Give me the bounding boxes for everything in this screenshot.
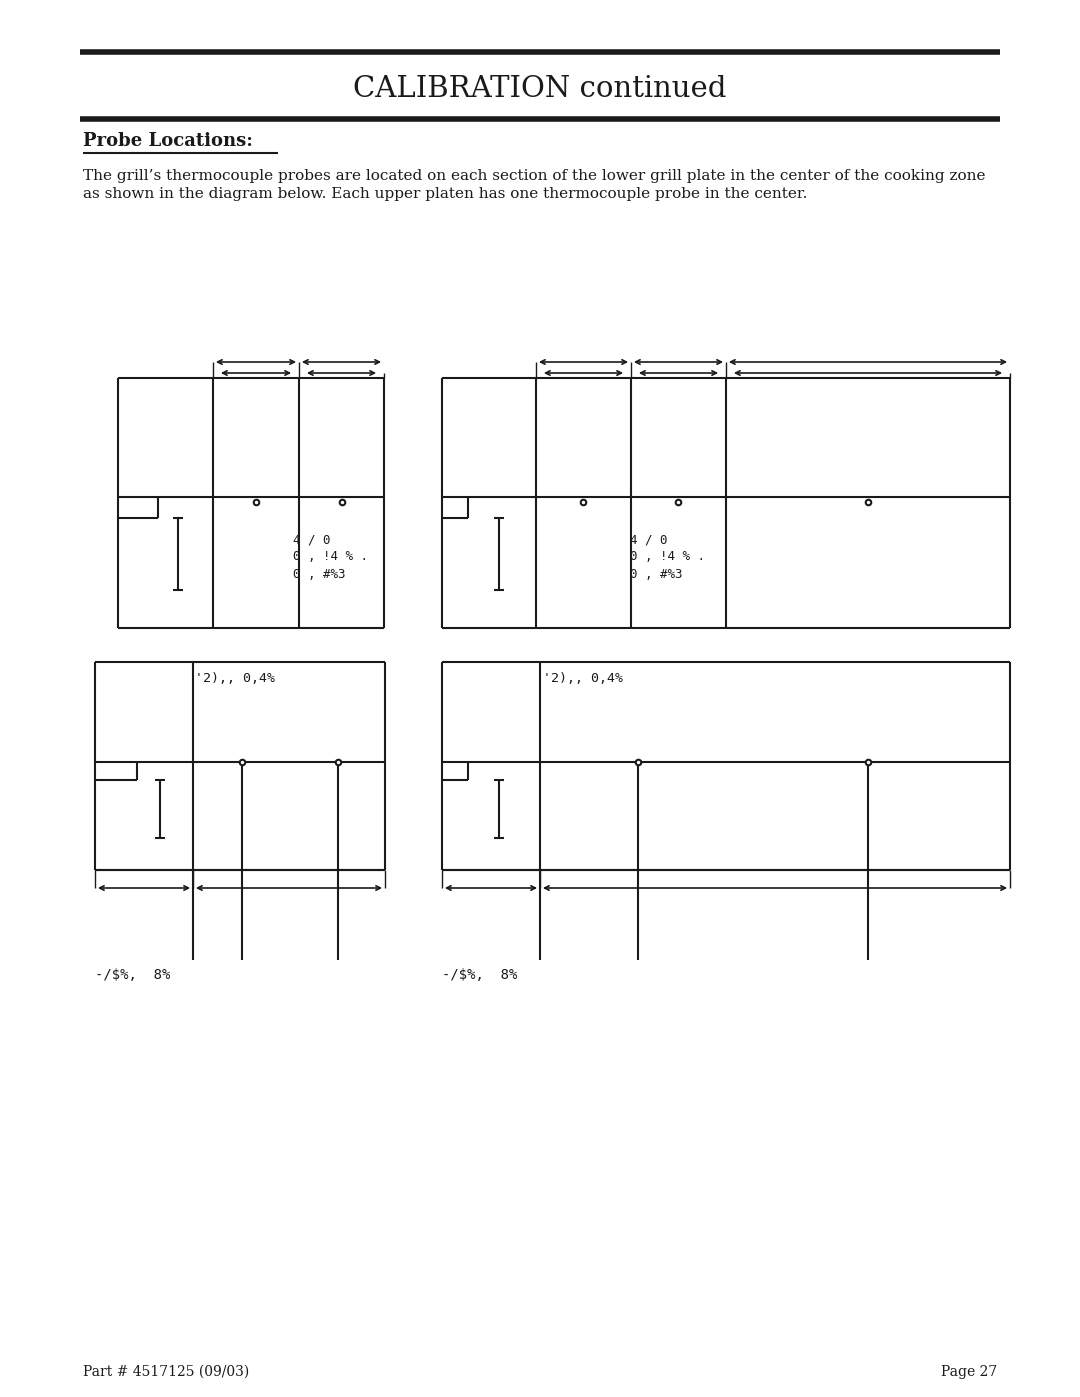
Text: 0 , #%3: 0 , #%3 bbox=[293, 567, 346, 581]
Text: Page 27: Page 27 bbox=[941, 1365, 997, 1379]
Text: The grill’s thermocouple probes are located on each section of the lower grill p: The grill’s thermocouple probes are loca… bbox=[83, 169, 986, 201]
Text: 0 , !4 % .: 0 , !4 % . bbox=[630, 550, 705, 563]
Text: Probe Locations:: Probe Locations: bbox=[83, 131, 253, 149]
Text: -/$%,  8%: -/$%, 8% bbox=[95, 968, 171, 982]
Text: 0 , !4 % .: 0 , !4 % . bbox=[293, 550, 368, 563]
Text: 4 / 0: 4 / 0 bbox=[293, 534, 330, 546]
Text: -/$%,  8%: -/$%, 8% bbox=[442, 968, 517, 982]
Text: '2),, 0,4%: '2),, 0,4% bbox=[195, 672, 275, 685]
Text: 0 , #%3: 0 , #%3 bbox=[630, 567, 683, 581]
Text: 4 / 0: 4 / 0 bbox=[630, 534, 667, 546]
Text: '2),, 0,4%: '2),, 0,4% bbox=[543, 672, 623, 685]
Text: CALIBRATION continued: CALIBRATION continued bbox=[353, 75, 727, 103]
Text: Part # 4517125 (09/03): Part # 4517125 (09/03) bbox=[83, 1365, 249, 1379]
